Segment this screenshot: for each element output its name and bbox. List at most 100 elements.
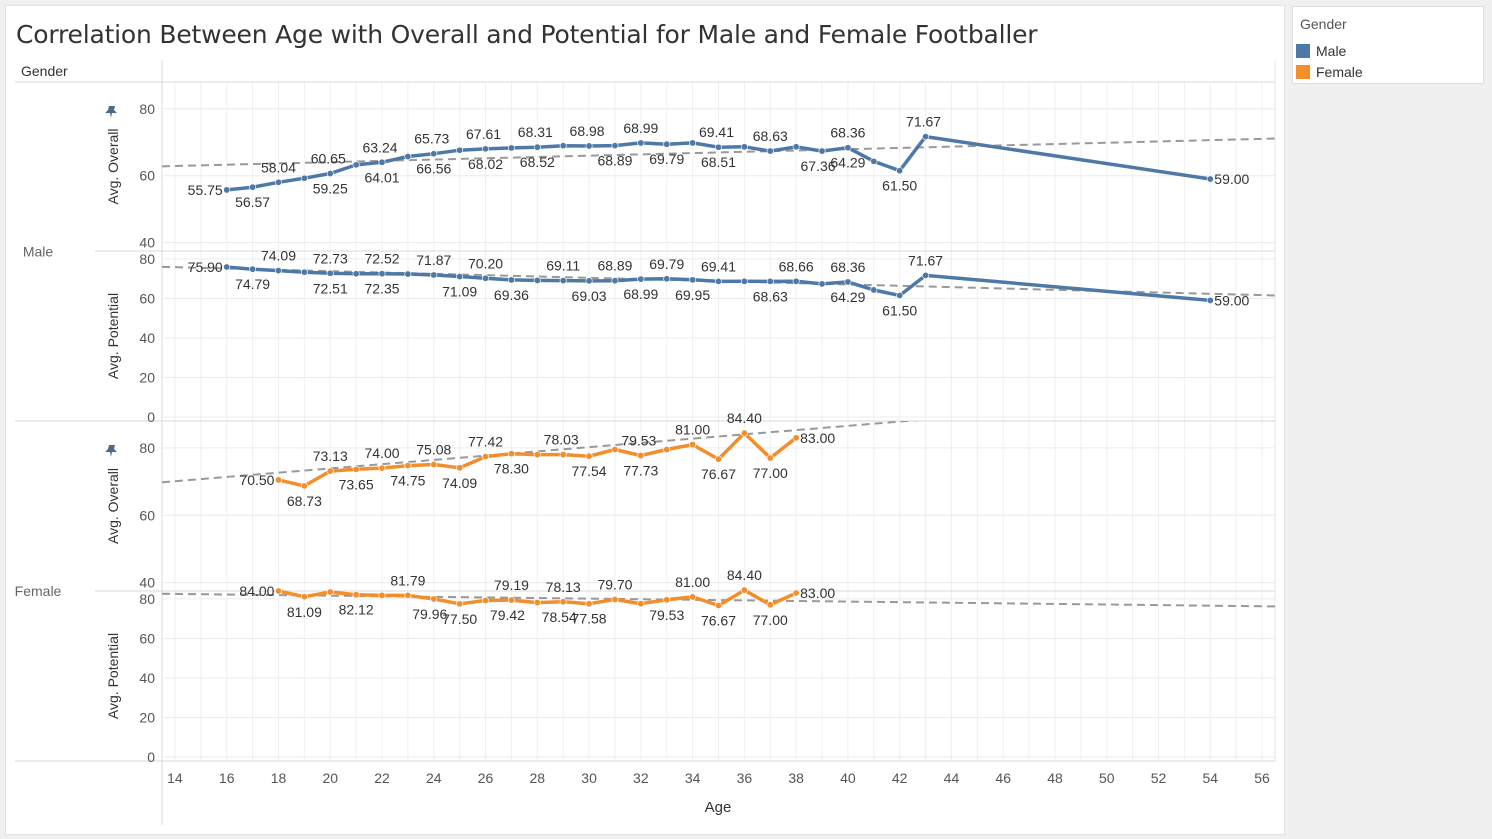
male-overall-point xyxy=(896,167,904,175)
female-potential-point xyxy=(404,591,412,599)
female-potential-data-label: 82.12 xyxy=(339,602,374,618)
female-overall-point xyxy=(637,452,645,460)
male-potential-point xyxy=(870,286,878,294)
female-overall-point xyxy=(585,452,593,460)
y-tick-label: 20 xyxy=(139,710,155,726)
male-overall-data-label: 66.56 xyxy=(416,161,451,177)
male-overall-point xyxy=(922,133,930,141)
y-tick-label: 40 xyxy=(139,575,155,591)
female-potential-point xyxy=(585,600,593,608)
male-overall-data-label: 55.75 xyxy=(188,182,223,198)
male-potential-data-label: 69.95 xyxy=(675,287,710,303)
male-overall-point xyxy=(249,183,257,191)
female-overall-data-label: 70.50 xyxy=(239,472,274,488)
male-potential-point xyxy=(689,276,697,284)
male-overall-data-label: 71.67 xyxy=(906,114,941,130)
female-overall-data-label: 83.00 xyxy=(800,430,835,446)
male-overall-point xyxy=(740,143,748,151)
female-potential-point xyxy=(507,596,515,604)
male-potential-point xyxy=(792,277,800,285)
female-overall-axis-title: Avg. Overall xyxy=(105,468,121,544)
y-tick-label: 0 xyxy=(147,749,155,765)
male-overall-point xyxy=(818,147,826,155)
female-overall-data-label: 81.00 xyxy=(675,422,710,438)
female-overall-point xyxy=(456,464,464,472)
male-overall-point xyxy=(637,139,645,147)
male-overall-point xyxy=(352,161,360,169)
male-overall-data-label: 58.04 xyxy=(261,159,296,175)
male-potential-data-label: 72.73 xyxy=(313,250,348,266)
female-overall-point xyxy=(792,434,800,442)
male-potential-point xyxy=(507,276,515,284)
male-overall-data-label: 59.00 xyxy=(1214,171,1249,187)
female-overall-data-label: 68.73 xyxy=(287,493,322,509)
male-potential-data-label: 71.09 xyxy=(442,284,477,300)
male-overall-data-label: 68.63 xyxy=(753,128,788,144)
female-overall-point xyxy=(766,454,774,462)
male-overall-point xyxy=(404,153,412,161)
male-overall-data-label: 68.51 xyxy=(701,154,736,170)
male-overall-data-label: 68.36 xyxy=(830,125,865,141)
female-potential-data-label: 79.70 xyxy=(597,577,632,593)
male-overall-point xyxy=(507,144,515,152)
female-overall-point xyxy=(326,467,334,475)
female-potential-point xyxy=(714,601,722,609)
male-overall-point xyxy=(378,158,386,166)
female-overall-trend-line xyxy=(162,421,919,484)
male-potential-point xyxy=(274,267,282,275)
female-overall-point xyxy=(274,476,282,484)
male-potential-data-label: 74.79 xyxy=(235,276,270,292)
male-potential-point xyxy=(249,265,257,273)
female-potential-data-label: 76.67 xyxy=(701,612,736,628)
male-potential-point xyxy=(404,270,412,278)
legend-title: Gender xyxy=(1300,16,1347,32)
male-overall-data-label: 59.25 xyxy=(313,181,348,197)
male-potential-data-label: 61.50 xyxy=(882,302,917,318)
female-overall-data-label: 78.30 xyxy=(494,461,529,477)
female-potential-point xyxy=(559,598,567,606)
y-tick-label: 80 xyxy=(139,251,155,267)
female-potential-data-label: 81.79 xyxy=(390,572,425,588)
male-potential-data-label: 70.20 xyxy=(468,255,503,271)
female-potential-point xyxy=(430,595,438,603)
female-potential-data-label: 79.19 xyxy=(494,577,529,593)
row-label-male: Male xyxy=(23,244,54,260)
female-potential-point xyxy=(378,591,386,599)
legend-item-male[interactable]: Male xyxy=(1296,43,1346,59)
female-overall-data-label: 73.13 xyxy=(313,448,348,464)
x-tick-label: 28 xyxy=(530,770,546,786)
female-overall-point xyxy=(507,450,515,458)
x-tick-label: 38 xyxy=(788,770,804,786)
male-potential-point xyxy=(300,268,308,276)
male-overall-point xyxy=(223,186,231,194)
x-tick-label: 40 xyxy=(840,770,856,786)
legend-item-female[interactable]: Female xyxy=(1296,64,1363,80)
male-potential-data-label: 69.11 xyxy=(546,258,580,274)
female-potential-data-label: 81.00 xyxy=(675,574,710,590)
female-potential-data-label: 79.53 xyxy=(649,607,684,623)
male-potential-data-label: 72.35 xyxy=(364,281,399,297)
y-tick-label: 60 xyxy=(139,168,155,184)
female-overall-point xyxy=(430,460,438,468)
y-tick-label: 80 xyxy=(139,440,155,456)
male-potential-data-label: 75.90 xyxy=(188,259,223,275)
female-potential-data-label: 77.58 xyxy=(572,611,607,627)
male-overall-point xyxy=(585,142,593,150)
male-potential-point xyxy=(378,270,386,278)
male-potential-point xyxy=(223,263,231,271)
male-potential-point xyxy=(818,280,826,288)
male-potential-point xyxy=(456,273,464,281)
male-potential-data-label: 69.36 xyxy=(494,287,529,303)
female-overall-data-label: 79.53 xyxy=(621,433,656,449)
male-potential-data-label: 71.67 xyxy=(908,252,943,268)
female-potential-data-label: 83.00 xyxy=(800,585,835,601)
x-tick-label: 46 xyxy=(995,770,1011,786)
female-overall-data-label: 74.75 xyxy=(390,473,425,489)
male-overall-data-label: 67.61 xyxy=(466,126,501,142)
female-potential-data-label: 78.13 xyxy=(546,579,581,595)
female-overall-data-label: 73.65 xyxy=(339,476,374,492)
pin-icon xyxy=(105,106,117,118)
female-potential-point xyxy=(456,600,464,608)
y-tick-label: 20 xyxy=(139,370,155,386)
male-potential-point xyxy=(352,270,360,278)
